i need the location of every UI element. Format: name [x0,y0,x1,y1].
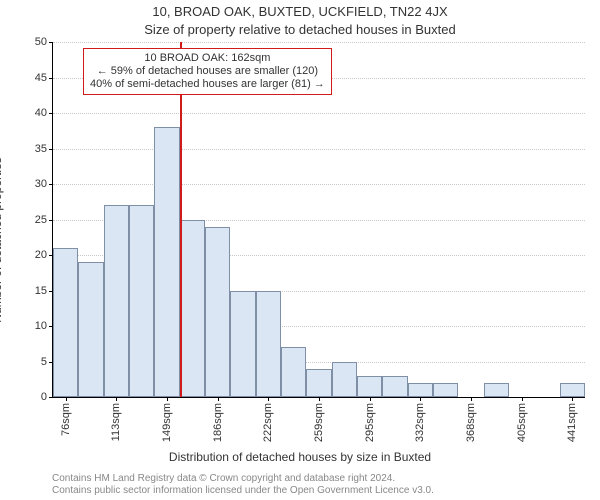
xtick-mark [268,397,269,401]
histogram-bar [78,262,103,397]
gridline [53,42,585,43]
histogram-bar [104,205,129,397]
histogram-bar [281,347,306,397]
xtick-mark [572,397,573,401]
xtick-label: 222sqm [262,403,274,442]
xtick-label: 186sqm [212,403,224,442]
xtick-label: 368sqm [465,403,477,442]
xtick-mark [471,397,472,401]
ytick-mark [49,397,53,398]
ytick-label: 15 [35,285,47,297]
histogram-bar [129,205,154,397]
footer-attribution: Contains HM Land Registry data © Crown c… [52,473,434,497]
xtick-label: 113sqm [110,403,122,441]
y-axis-label: Number of detached properties [0,75,4,240]
histogram-bar [332,362,357,398]
annotation-box: 10 BROAD OAK: 162sqm ← 59% of detached h… [83,48,332,95]
ytick-mark [49,184,53,185]
histogram-bar [180,220,205,398]
histogram-bar [382,376,407,397]
chart-subtitle: Size of property relative to detached ho… [0,22,600,37]
ytick-label: 40 [35,107,47,119]
gridline [53,113,585,114]
xtick-label: 295sqm [364,403,376,442]
chart-title-address: 10, BROAD OAK, BUXTED, UCKFIELD, TN22 4J… [0,4,600,19]
histogram-bar [408,383,433,397]
histogram-bar [433,383,458,397]
xtick-mark [370,397,371,401]
histogram-bar [560,383,585,397]
root-container: 10, BROAD OAK, BUXTED, UCKFIELD, TN22 4J… [0,0,600,500]
footer-line1: Contains HM Land Registry data © Crown c… [52,473,434,485]
histogram-bar [357,376,382,397]
xtick-label: 76sqm [60,403,72,436]
annotation-line1: 10 BROAD OAK: 162sqm [90,52,325,65]
ytick-mark [49,220,53,221]
ytick-mark [49,149,53,150]
histogram-bar [205,227,230,397]
xtick-label: 332sqm [414,403,426,442]
xtick-mark [116,397,117,401]
xtick-mark [420,397,421,401]
ytick-label: 10 [35,320,47,332]
ytick-mark [49,78,53,79]
reference-line [180,42,182,397]
histogram-bar [230,291,255,398]
xtick-mark [218,397,219,401]
ytick-mark [49,42,53,43]
ytick-mark [49,113,53,114]
histogram-bar [306,369,331,397]
ytick-label: 35 [35,143,47,155]
histogram-bar [484,383,509,397]
plot-area: 0510152025303540455076sqm113sqm149sqm186… [52,42,585,398]
histogram-bar [154,127,179,397]
xtick-mark [319,397,320,401]
gridline [53,184,585,185]
footer-line2: Contains public sector information licen… [52,485,434,497]
ytick-label: 5 [41,356,47,368]
ytick-label: 50 [35,36,47,48]
ytick-label: 25 [35,214,47,226]
ytick-label: 20 [35,249,47,261]
ytick-label: 45 [35,72,47,84]
ytick-label: 30 [35,178,47,190]
annotation-line3: 40% of semi-detached houses are larger (… [90,78,325,91]
annotation-line2: ← 59% of detached houses are smaller (12… [90,65,325,78]
xtick-label: 259sqm [313,403,325,442]
gridline [53,149,585,150]
xtick-label: 441sqm [566,403,578,442]
xtick-mark [66,397,67,401]
histogram-bar [53,248,78,397]
histogram-bar [256,291,281,398]
x-axis-label: Distribution of detached houses by size … [0,450,600,464]
xtick-mark [522,397,523,401]
xtick-label: 149sqm [161,403,173,442]
xtick-mark [167,397,168,401]
xtick-label: 405sqm [516,403,528,442]
ytick-label: 0 [41,391,47,403]
